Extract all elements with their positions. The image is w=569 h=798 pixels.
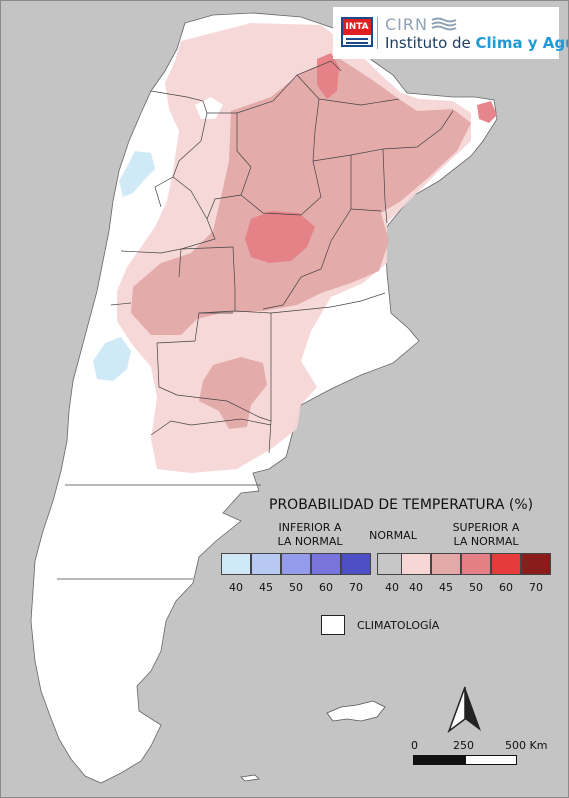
inta-cirn-logo: INTA CIRN Instituto de Clima y Agua xyxy=(333,7,568,59)
scale-label-500: 500 Km xyxy=(505,739,548,752)
climatology-label: CLIMATOLOGÍA xyxy=(357,619,440,632)
climatology-swatch xyxy=(321,615,345,635)
below-swatch-3 xyxy=(311,553,341,575)
legend-title: PROBABILIDAD DE TEMPERATURA (%) xyxy=(269,497,534,513)
cirn-logo-text: CIRN xyxy=(385,15,428,34)
above-swatch-0 xyxy=(401,553,431,575)
below-tick-1: 45 xyxy=(259,581,273,594)
below-tick-0: 40 xyxy=(229,581,243,594)
north-arrow-icon xyxy=(447,686,481,733)
area-above-50-ne-b xyxy=(477,101,497,123)
area-white-hole xyxy=(195,97,223,119)
below-normal-areas xyxy=(93,151,155,381)
above-tick-2: 50 xyxy=(469,581,483,594)
above-swatch-1 xyxy=(431,553,461,575)
below-normal-label: INFERIOR A LA NORMAL xyxy=(277,521,343,548)
scale-label-250: 250 xyxy=(453,739,474,752)
above-swatch-2 xyxy=(461,553,491,575)
area-below-40-north xyxy=(119,151,155,197)
above-swatch-3 xyxy=(491,553,521,575)
province-boundaries xyxy=(57,60,454,580)
malvinas-islands xyxy=(326,700,386,722)
institute-prefix: Instituto de xyxy=(385,34,476,52)
above-tick-1: 45 xyxy=(439,581,453,594)
scale-bar-white xyxy=(465,755,517,765)
above-tick-0: 40 xyxy=(409,581,423,594)
below-swatch-1 xyxy=(251,553,281,575)
below-swatch-4 xyxy=(341,553,371,575)
above-swatch-4 xyxy=(521,553,551,575)
institute-accent: Clima y Agua xyxy=(475,34,568,52)
institute-name: Instituto de Clima y Agua xyxy=(385,34,568,52)
area-above-45 xyxy=(131,57,471,335)
inta-logo-text: INTA xyxy=(343,19,371,35)
below-tick-4: 70 xyxy=(349,581,363,594)
area-above-50 xyxy=(245,211,315,263)
inta-logo-icon: INTA xyxy=(341,17,373,47)
area-below-40-south xyxy=(93,337,131,381)
waves-icon xyxy=(431,17,457,31)
below-tick-3: 60 xyxy=(319,581,333,594)
normal-tick-0: 40 xyxy=(385,581,399,594)
scale-bar-black xyxy=(413,755,465,765)
area-above-45b xyxy=(199,357,267,429)
normal-label: NORMAL xyxy=(369,529,417,542)
below-swatch-0 xyxy=(221,553,251,575)
above-tick-3: 60 xyxy=(499,581,513,594)
scale-label-0: 0 xyxy=(411,739,418,752)
below-swatch-2 xyxy=(281,553,311,575)
below-tick-2: 50 xyxy=(289,581,303,594)
above-tick-4: 70 xyxy=(529,581,543,594)
probability-areas xyxy=(117,23,497,473)
above-normal-label: SUPERIOR A LA NORMAL xyxy=(452,521,520,548)
staten-island xyxy=(240,774,260,782)
